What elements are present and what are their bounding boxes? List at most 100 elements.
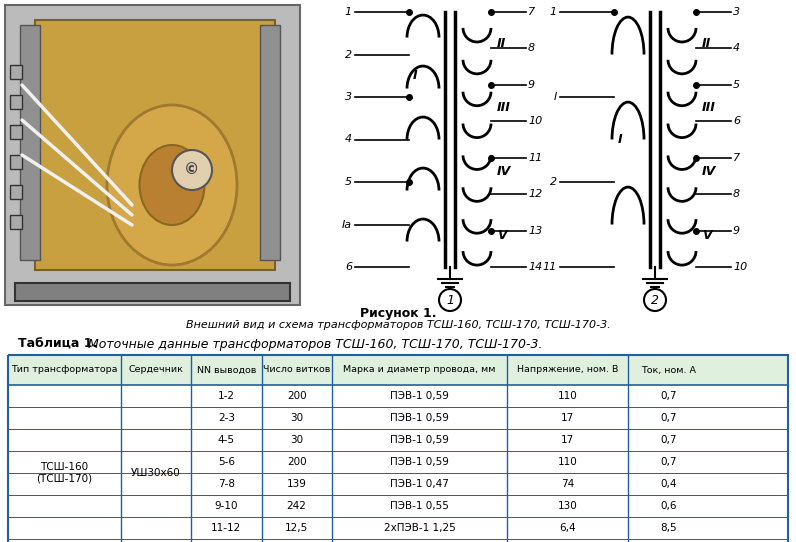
- Text: 5-6: 5-6: [218, 457, 235, 467]
- Text: 1-2: 1-2: [218, 391, 235, 401]
- Text: 4: 4: [345, 134, 352, 145]
- Bar: [35, 20, 275, 270]
- Circle shape: [644, 289, 666, 311]
- Text: 3: 3: [345, 92, 352, 102]
- Text: Моточные данные трансформаторов ТСШ-160, ТСШ-170, ТСШ-170-3.: Моточные данные трансформаторов ТСШ-160,…: [84, 338, 543, 351]
- Text: 14: 14: [528, 262, 542, 272]
- Text: 11-12: 11-12: [211, 523, 241, 533]
- Bar: [8, 355, 788, 385]
- Text: 4: 4: [733, 43, 740, 54]
- Text: 1: 1: [550, 7, 557, 17]
- Text: V: V: [497, 229, 506, 242]
- Text: 3: 3: [733, 7, 740, 17]
- Text: I: I: [554, 92, 557, 102]
- Text: 8,5: 8,5: [661, 523, 677, 533]
- Text: 8: 8: [733, 189, 740, 199]
- Text: 110: 110: [558, 391, 578, 401]
- Text: УШ30х60: УШ30х60: [131, 468, 181, 478]
- Text: 2: 2: [550, 177, 557, 187]
- Text: ПЭВ-1 0,59: ПЭВ-1 0,59: [390, 435, 449, 445]
- Text: 1: 1: [345, 7, 352, 17]
- Text: 8: 8: [528, 43, 535, 54]
- Text: 139: 139: [287, 479, 306, 489]
- Text: 12: 12: [528, 189, 542, 199]
- Text: 6,4: 6,4: [560, 523, 576, 533]
- Text: ПЭВ-1 0,59: ПЭВ-1 0,59: [390, 457, 449, 467]
- Text: 0,7: 0,7: [661, 413, 677, 423]
- Bar: [10, 65, 22, 79]
- Text: 2: 2: [651, 294, 659, 306]
- Ellipse shape: [139, 145, 205, 225]
- Text: 12,5: 12,5: [285, 523, 308, 533]
- Text: I: I: [412, 69, 417, 82]
- Bar: [20, 25, 40, 260]
- Text: NN выводов: NN выводов: [197, 365, 256, 375]
- Text: 7: 7: [528, 7, 535, 17]
- Text: 11: 11: [543, 262, 557, 272]
- Text: 0,7: 0,7: [661, 391, 677, 401]
- Text: 2-3: 2-3: [218, 413, 235, 423]
- Text: Iа: Iа: [341, 220, 352, 229]
- Text: 200: 200: [287, 457, 306, 467]
- Text: ПЭВ-1 0,55: ПЭВ-1 0,55: [390, 501, 449, 511]
- Bar: [8, 355, 788, 542]
- Text: Таблица 1.: Таблица 1.: [18, 338, 97, 351]
- Text: 13: 13: [528, 225, 542, 236]
- Text: 0,7: 0,7: [661, 457, 677, 467]
- Text: Сердечник: Сердечник: [129, 365, 184, 375]
- Text: 9-10: 9-10: [215, 501, 238, 511]
- Text: 30: 30: [290, 435, 303, 445]
- Bar: [10, 185, 22, 199]
- Text: ©: ©: [185, 163, 200, 177]
- Text: ПЭВ-1 0,59: ПЭВ-1 0,59: [390, 413, 449, 423]
- Text: 200: 200: [287, 391, 306, 401]
- Text: 0,7: 0,7: [661, 435, 677, 445]
- Text: 5: 5: [733, 80, 740, 90]
- Text: Ток, ном. А: Ток, ном. А: [642, 365, 696, 375]
- Text: I: I: [618, 133, 622, 146]
- Text: IV: IV: [702, 165, 716, 178]
- Bar: [8, 495, 788, 517]
- Text: 30: 30: [290, 413, 303, 423]
- Text: 17: 17: [561, 435, 574, 445]
- Text: IV: IV: [497, 165, 511, 178]
- Text: 9: 9: [733, 225, 740, 236]
- Text: 10: 10: [733, 262, 747, 272]
- Text: Число витков: Число витков: [263, 365, 330, 375]
- Text: ПЭВ-1 0,59: ПЭВ-1 0,59: [390, 391, 449, 401]
- Text: III: III: [497, 101, 511, 114]
- Text: 17: 17: [561, 413, 574, 423]
- Text: 2хПЭВ-1 1,25: 2хПЭВ-1 1,25: [384, 523, 455, 533]
- Bar: [8, 473, 788, 495]
- Circle shape: [172, 150, 212, 190]
- Bar: [5, 5, 300, 305]
- Text: III: III: [702, 101, 716, 114]
- Text: 1: 1: [446, 294, 454, 306]
- Text: II: II: [497, 37, 506, 50]
- Ellipse shape: [107, 105, 237, 265]
- Bar: [8, 517, 788, 539]
- Text: 110: 110: [558, 457, 578, 467]
- Text: V: V: [702, 229, 712, 242]
- Text: 2: 2: [345, 49, 352, 60]
- Bar: [15, 283, 290, 301]
- Bar: [10, 155, 22, 169]
- Bar: [8, 429, 788, 451]
- Text: 74: 74: [561, 479, 574, 489]
- Text: II: II: [702, 37, 712, 50]
- Text: ТСШ-160
(ТСШ-170): ТСШ-160 (ТСШ-170): [37, 462, 92, 484]
- Text: ПЭВ-1 0,47: ПЭВ-1 0,47: [390, 479, 449, 489]
- Text: Тип трансформатора: Тип трансформатора: [11, 365, 118, 375]
- Bar: [10, 95, 22, 109]
- Bar: [8, 451, 788, 473]
- Text: 6: 6: [345, 262, 352, 272]
- Bar: [10, 215, 22, 229]
- Text: Внешний вид и схема трансформаторов ТСШ-160, ТСШ-170, ТСШ-170-3.: Внешний вид и схема трансформаторов ТСШ-…: [185, 320, 611, 330]
- Bar: [260, 25, 280, 260]
- Bar: [8, 407, 788, 429]
- Text: Рисунок 1.: Рисунок 1.: [360, 307, 436, 320]
- Text: 0,6: 0,6: [661, 501, 677, 511]
- Text: Напряжение, ном. В: Напряжение, ном. В: [517, 365, 618, 375]
- Bar: [8, 539, 788, 542]
- Text: 242: 242: [287, 501, 306, 511]
